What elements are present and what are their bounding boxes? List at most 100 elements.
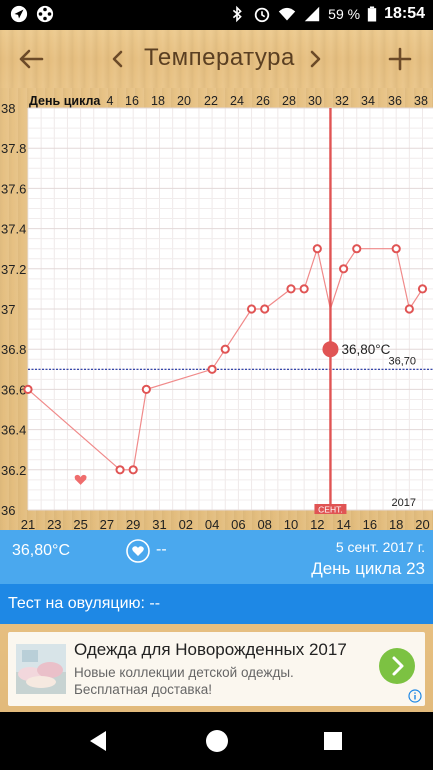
ad-title: Одежда для Новорожденных 2017 <box>74 640 347 659</box>
y-tick-label: 37.4 <box>1 222 26 237</box>
ad-banner[interactable]: Одежда для Новорожденных 2017 Новые колл… <box>8 632 425 706</box>
cycle-day-label: День цикла 23 <box>311 559 425 578</box>
system-navigation-bar <box>0 712 433 770</box>
cycle-day-tick: 38 <box>414 94 428 108</box>
cycle-day-tick: 34 <box>361 94 375 108</box>
cycle-day-tick: 18 <box>151 94 165 108</box>
temperature-point[interactable] <box>352 244 362 254</box>
wifi-icon <box>278 7 296 21</box>
y-tick-label: 36.4 <box>1 423 26 438</box>
y-tick-label: 36.6 <box>1 382 26 397</box>
temperature-point[interactable] <box>115 465 125 475</box>
selected-temperature[interactable]: 36,80°C <box>12 542 70 559</box>
ad-image <box>16 644 66 694</box>
ovulation-test-bar[interactable]: Тест на овуляцию: -- <box>0 584 433 624</box>
ad-subtitle: Новые коллекции детской одежды. Бесплатн… <box>74 665 294 697</box>
recents-square-icon[interactable] <box>320 728 346 754</box>
date-tick-label: 06 <box>231 517 245 530</box>
temperature-point[interactable] <box>391 244 401 254</box>
y-tick-label: 36.8 <box>1 342 26 357</box>
year-label: 2017 <box>392 497 416 509</box>
temperature-point[interactable] <box>141 384 151 394</box>
date-tick-label: 18 <box>389 517 403 530</box>
heart-icon[interactable] <box>125 538 151 564</box>
coverline-label: 36,70 <box>388 355 416 367</box>
temperature-point[interactable] <box>404 304 414 314</box>
cycle-day-tick: 28 <box>282 94 296 108</box>
navigation-icon <box>10 5 28 23</box>
y-tick-label: 37.2 <box>1 262 26 277</box>
date-tick-label: 12 <box>310 517 324 530</box>
date-tick-label: 21 <box>21 517 35 530</box>
temperature-point[interactable] <box>339 264 349 274</box>
chart-svg[interactable]: 38 37.8 37.6 37.4 37.2 37 36.8 36.6 36.4 36.2 36 Де… <box>0 88 433 530</box>
y-tick-label: 37 <box>1 302 15 317</box>
y-tick-label: 38 <box>1 101 15 116</box>
bluetooth-icon <box>233 5 242 23</box>
toolbar-background <box>0 30 433 88</box>
selected-point-label: 36,80°C <box>341 342 390 357</box>
date-tick-label: 31 <box>152 517 166 530</box>
date-tick-label: 04 <box>205 517 219 530</box>
date-tick-label: 16 <box>363 517 377 530</box>
y-tick-label: 37.8 <box>1 141 26 156</box>
arrow-left-icon[interactable] <box>16 44 46 74</box>
intercourse-heart-icon[interactable] <box>74 474 87 485</box>
temperature-point[interactable] <box>299 284 309 294</box>
date-tick-label: 25 <box>73 517 87 530</box>
temperature-point[interactable] <box>23 384 33 394</box>
cycle-day-axis-label: День цикла <box>29 94 101 108</box>
back-triangle-icon[interactable] <box>86 728 112 754</box>
ad-go-button[interactable] <box>379 648 415 684</box>
temperature-point[interactable] <box>260 304 270 314</box>
chevron-left-icon[interactable] <box>108 48 128 70</box>
cycle-day-tick: 24 <box>230 94 244 108</box>
status-bar: 59 % 18:54 <box>0 0 433 30</box>
y-tick-label: 36 <box>1 503 15 518</box>
signal-icon <box>304 6 320 22</box>
toolbar: Температура <box>0 30 433 88</box>
temperature-chart[interactable]: 38 37.8 37.6 37.4 37.2 37 36.8 36.6 36.4 36.2 36 Де… <box>0 88 433 530</box>
selected-date: 5 сент. 2017 г. <box>335 539 425 555</box>
cycle-day-tick: 20 <box>177 94 191 108</box>
temperature-point[interactable] <box>312 244 322 254</box>
date-tick-label: 23 <box>47 517 61 530</box>
chevron-right-icon[interactable] <box>305 48 325 70</box>
battery-percent: 59 % <box>328 6 361 22</box>
plus-icon[interactable] <box>385 44 415 74</box>
selected-point[interactable] <box>322 341 339 358</box>
temperature-point[interactable] <box>417 284 428 294</box>
film-reel-icon <box>36 5 54 23</box>
date-tick-label: 29 <box>126 517 140 530</box>
page-title: Температура <box>144 44 295 71</box>
home-circle-icon[interactable] <box>204 728 230 754</box>
chevron-right-icon <box>392 656 404 676</box>
month-marker-tag <box>314 504 347 514</box>
temperature-point[interactable] <box>286 284 296 294</box>
selected-day-info: 36,80°C -- 5 сент. 2017 г. День цикла 23 <box>0 530 433 584</box>
cycle-day-tick: 16 <box>125 94 139 108</box>
date-tick-label: 20 <box>415 517 429 530</box>
cycle-day-tick: 36 <box>388 94 402 108</box>
cycle-day-tick: 22 <box>204 94 218 108</box>
cycle-day-tick: 26 <box>256 94 270 108</box>
y-tick-label: 36.2 <box>1 463 26 478</box>
date-tick-label: 08 <box>257 517 271 530</box>
y-tick-label: 37.6 <box>1 181 26 196</box>
temperature-point[interactable] <box>207 364 217 374</box>
cycle-day-tick: 30 <box>308 94 322 108</box>
temperature-point[interactable] <box>128 465 138 475</box>
temperature-point[interactable] <box>246 304 257 314</box>
temperature-point[interactable] <box>220 344 230 354</box>
date-tick-label: 14 <box>336 517 350 530</box>
cycle-day-tick: 32 <box>335 94 349 108</box>
info-icon[interactable] <box>408 689 422 703</box>
date-tick-label: 27 <box>100 517 114 530</box>
cycle-day-tick: 4 <box>107 94 114 108</box>
battery-icon <box>367 6 377 22</box>
ad-container: Одежда для Новорожденных 2017 Новые колл… <box>0 624 433 712</box>
alarm-icon <box>254 7 270 23</box>
ovulation-test-label: Тест на овуляцию: -- <box>8 595 161 612</box>
month-marker-label: СЕНТ. <box>318 505 343 515</box>
date-tick-label: 10 <box>284 517 298 530</box>
